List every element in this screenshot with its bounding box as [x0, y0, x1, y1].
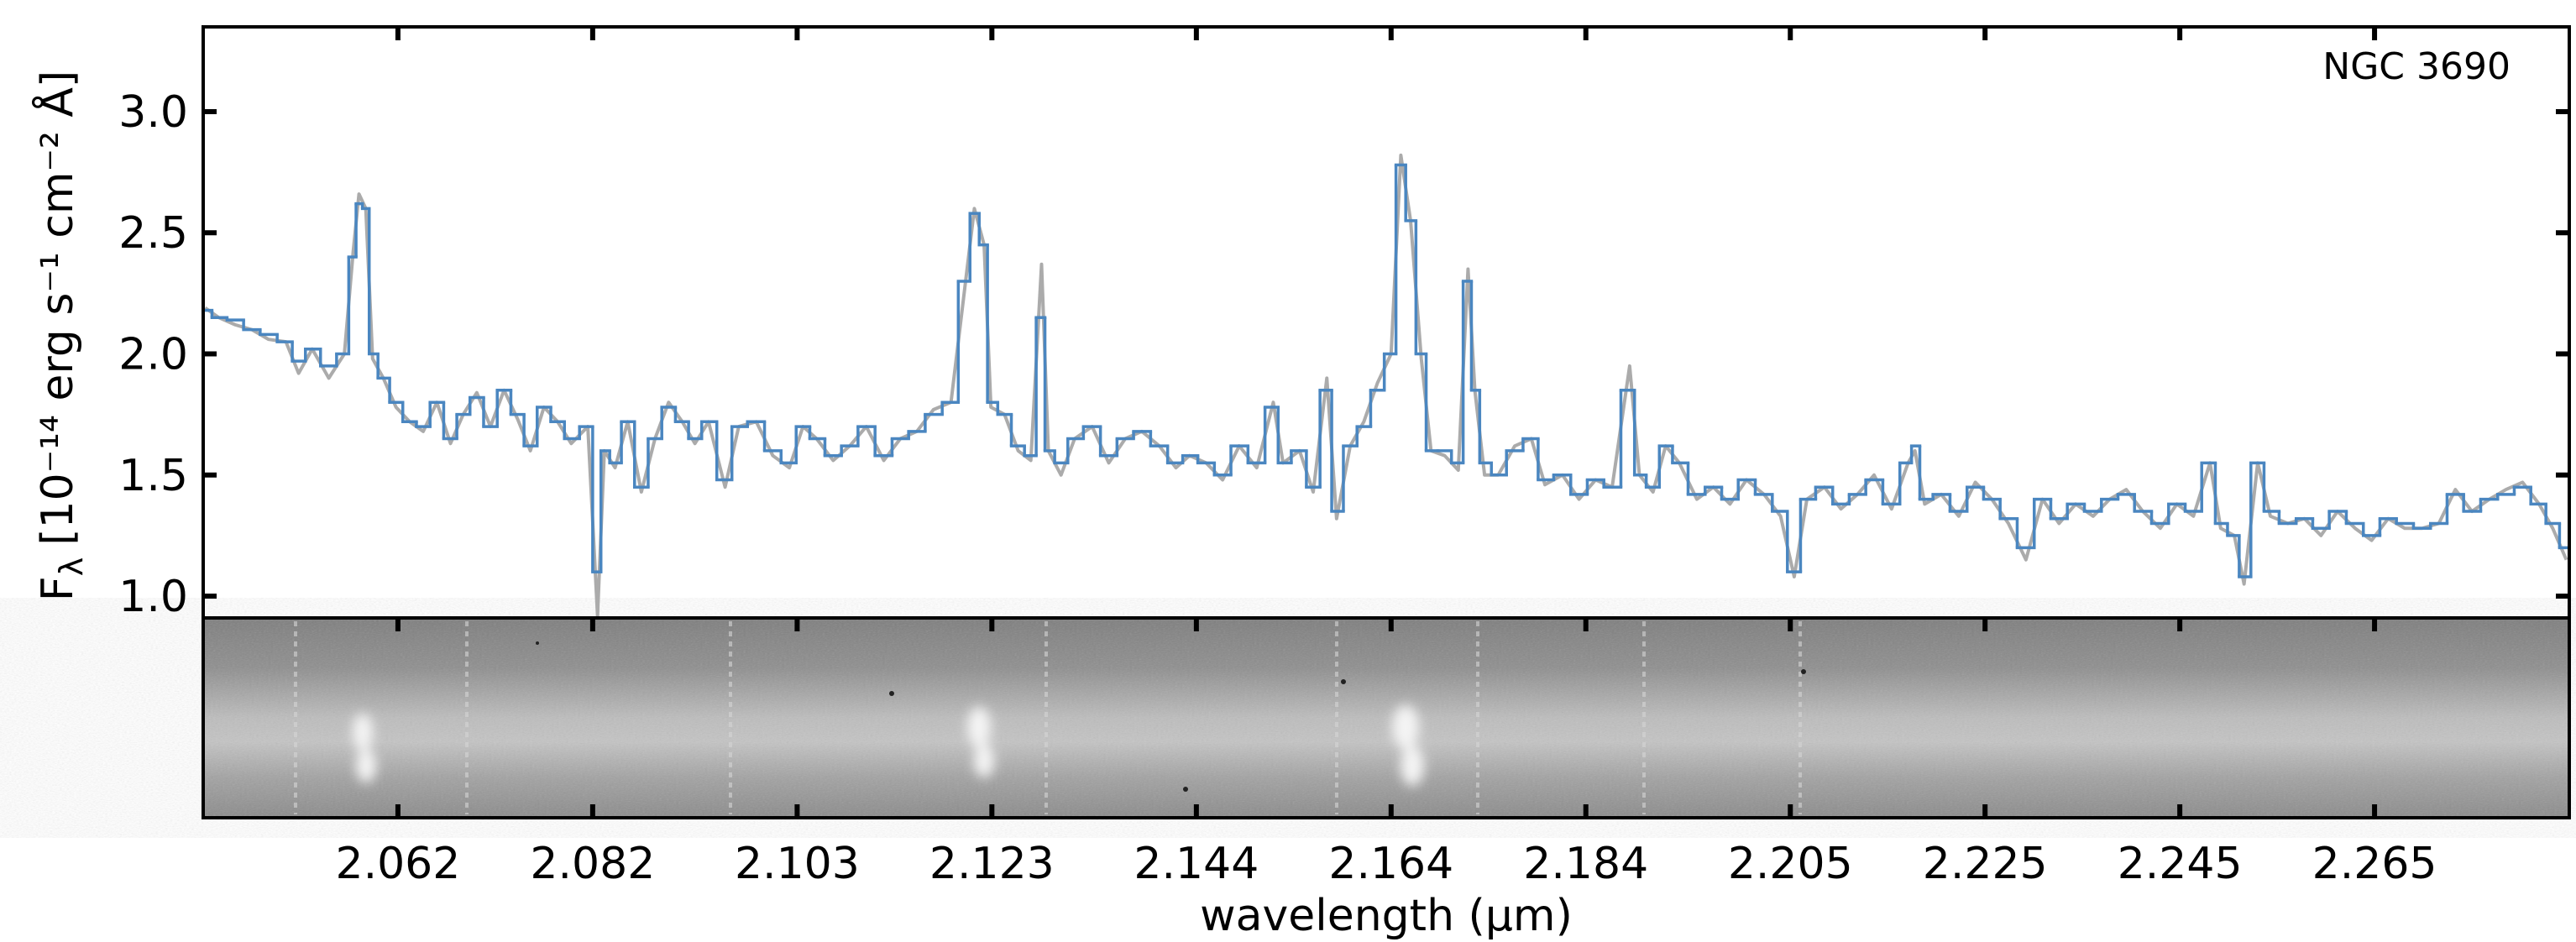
x-tick-label: 2.205: [1728, 839, 1853, 889]
plot-area: [203, 153, 2569, 618]
x-tick-label: 2.225: [1923, 839, 2048, 889]
y-tick-label: 2.5: [118, 208, 188, 259]
sky-lines: [294, 621, 1802, 814]
emission-blobs: [353, 705, 1424, 786]
spectrum-line: [204, 153, 2568, 618]
image-noise: [203, 618, 2569, 818]
y-axis-label: Fλ [10⁻¹⁴ erg s⁻¹ cm⁻² Å]: [31, 71, 90, 601]
x-tick-label: 2.265: [2312, 839, 2437, 889]
dark-spots: [536, 641, 1806, 792]
x-tick-label: 2.123: [929, 839, 1055, 889]
x-tick-label: 2.164: [1328, 839, 1453, 889]
y-tick-label: 3.0: [118, 87, 188, 138]
y-tick-label: 1.5: [118, 451, 188, 501]
spectrum-image: [203, 618, 2569, 818]
axes: [202, 25, 2571, 819]
y-tick-label: 1.0: [118, 572, 188, 622]
x-tick-label: 2.245: [2118, 839, 2243, 889]
x-tick-label: 2.062: [335, 839, 460, 889]
x-tick-label: 2.082: [530, 839, 655, 889]
x-tick-label: 2.184: [1523, 839, 1648, 889]
x-tick-label: 2.144: [1134, 839, 1259, 889]
x-axis-label: wavelength (µm): [1200, 891, 1573, 941]
y-label-symbol: F: [33, 576, 83, 601]
y-label-units: [10⁻¹⁴ erg s⁻¹ cm⁻² Å]: [31, 71, 83, 546]
y-label-subscript: λ: [53, 557, 90, 577]
step-risers: [210, 165, 2562, 577]
bottom-frame: [202, 616, 2571, 819]
y-tick-label: 2.0: [118, 330, 188, 380]
annotation: NGC 3690: [2322, 45, 2511, 88]
x-tick-label: 2.103: [735, 839, 860, 889]
